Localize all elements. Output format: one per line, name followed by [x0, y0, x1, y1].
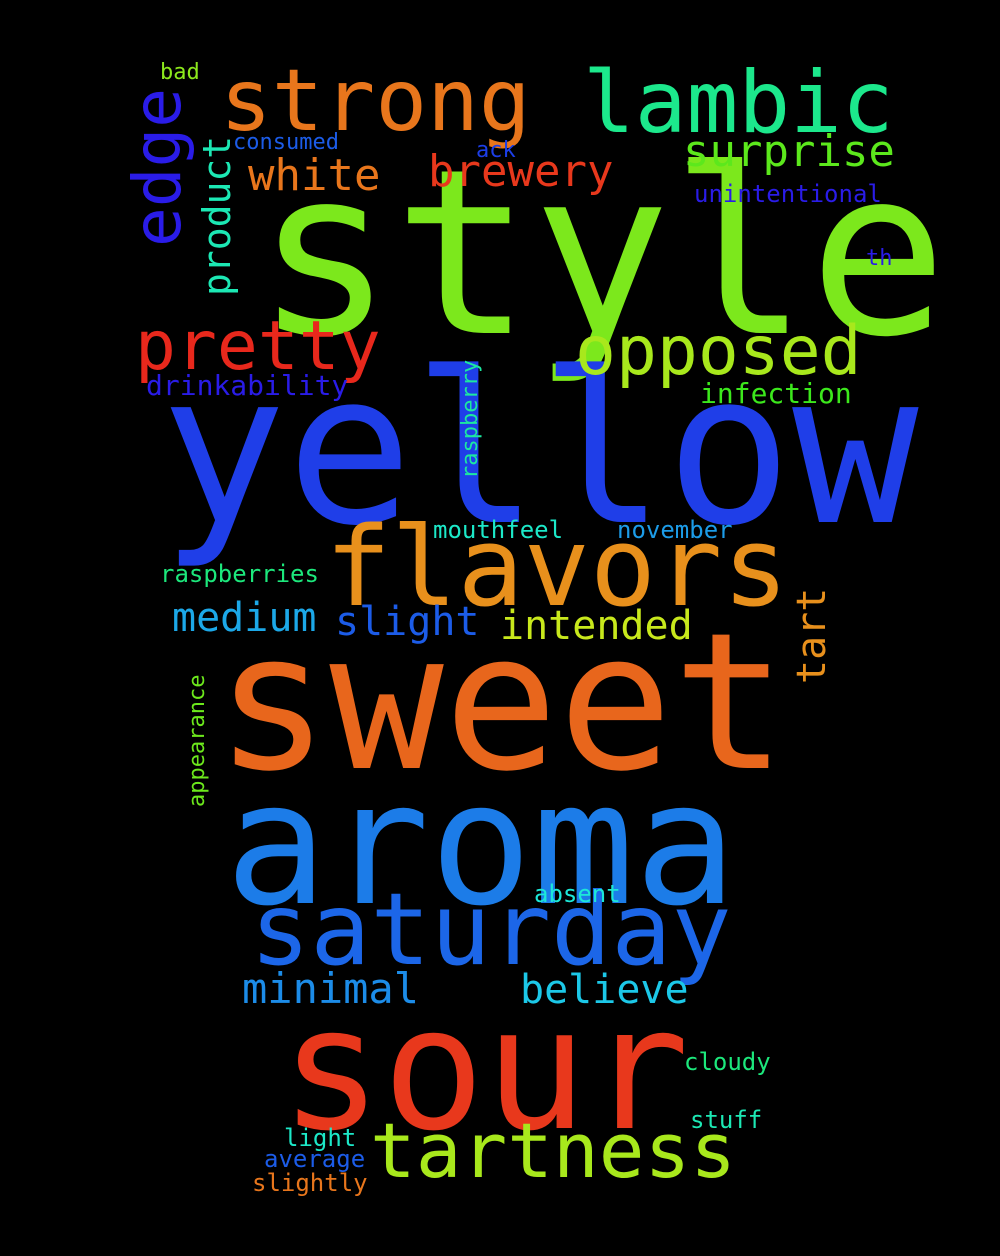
word-yellow: yellow — [160, 327, 919, 572]
word-tartness: tartness — [370, 1106, 737, 1195]
word-average: average — [264, 1145, 366, 1173]
word-believe: believe — [520, 967, 689, 1013]
word-mouthfeel: mouthfeel — [433, 516, 564, 544]
word-november: november — [617, 516, 733, 544]
word-unintentional: unintentional — [694, 180, 882, 208]
word-medium: medium — [172, 595, 317, 641]
word-slight: slight — [335, 599, 480, 645]
word-white: white — [248, 150, 381, 201]
word-absent: absent — [534, 880, 621, 908]
word-flavors: flavors — [325, 503, 789, 631]
word-intended: intended — [500, 603, 693, 649]
word-minimal: minimal — [242, 964, 420, 1013]
word-raspberries: raspberries — [160, 560, 319, 588]
word-cloudy: cloudy — [684, 1048, 771, 1076]
word-brewery: brewery — [428, 146, 614, 197]
word-surprise: surprise — [683, 126, 895, 177]
word-aroma: aroma — [225, 746, 737, 944]
word-style: style — [255, 121, 948, 388]
word-pretty: pretty — [135, 307, 381, 386]
word-saturday: saturday — [250, 871, 732, 988]
word-tart: tart — [789, 587, 835, 684]
word-sour: sour — [280, 971, 690, 1169]
word-raspberry: raspberry — [458, 359, 483, 479]
word-stuff: stuff — [690, 1106, 763, 1134]
word-edge: edge — [119, 88, 196, 247]
word-slightly: slightly — [252, 1169, 368, 1197]
word-light: light — [284, 1124, 357, 1152]
word-consumed: consumed — [233, 130, 339, 155]
word-bad: bad — [160, 60, 200, 85]
word-ack: ack — [476, 138, 516, 163]
word-infection: infection — [700, 377, 852, 410]
word-product: product — [195, 135, 239, 296]
word-strong: strong — [220, 51, 531, 151]
word-drinkability: drinkability — [146, 369, 349, 402]
word-th: th — [866, 246, 893, 271]
word-sweet: sweet — [215, 592, 787, 813]
word-opposed: opposed — [575, 312, 862, 391]
word-appearance: appearance — [185, 674, 210, 807]
word-lambic: lambic — [583, 53, 894, 153]
